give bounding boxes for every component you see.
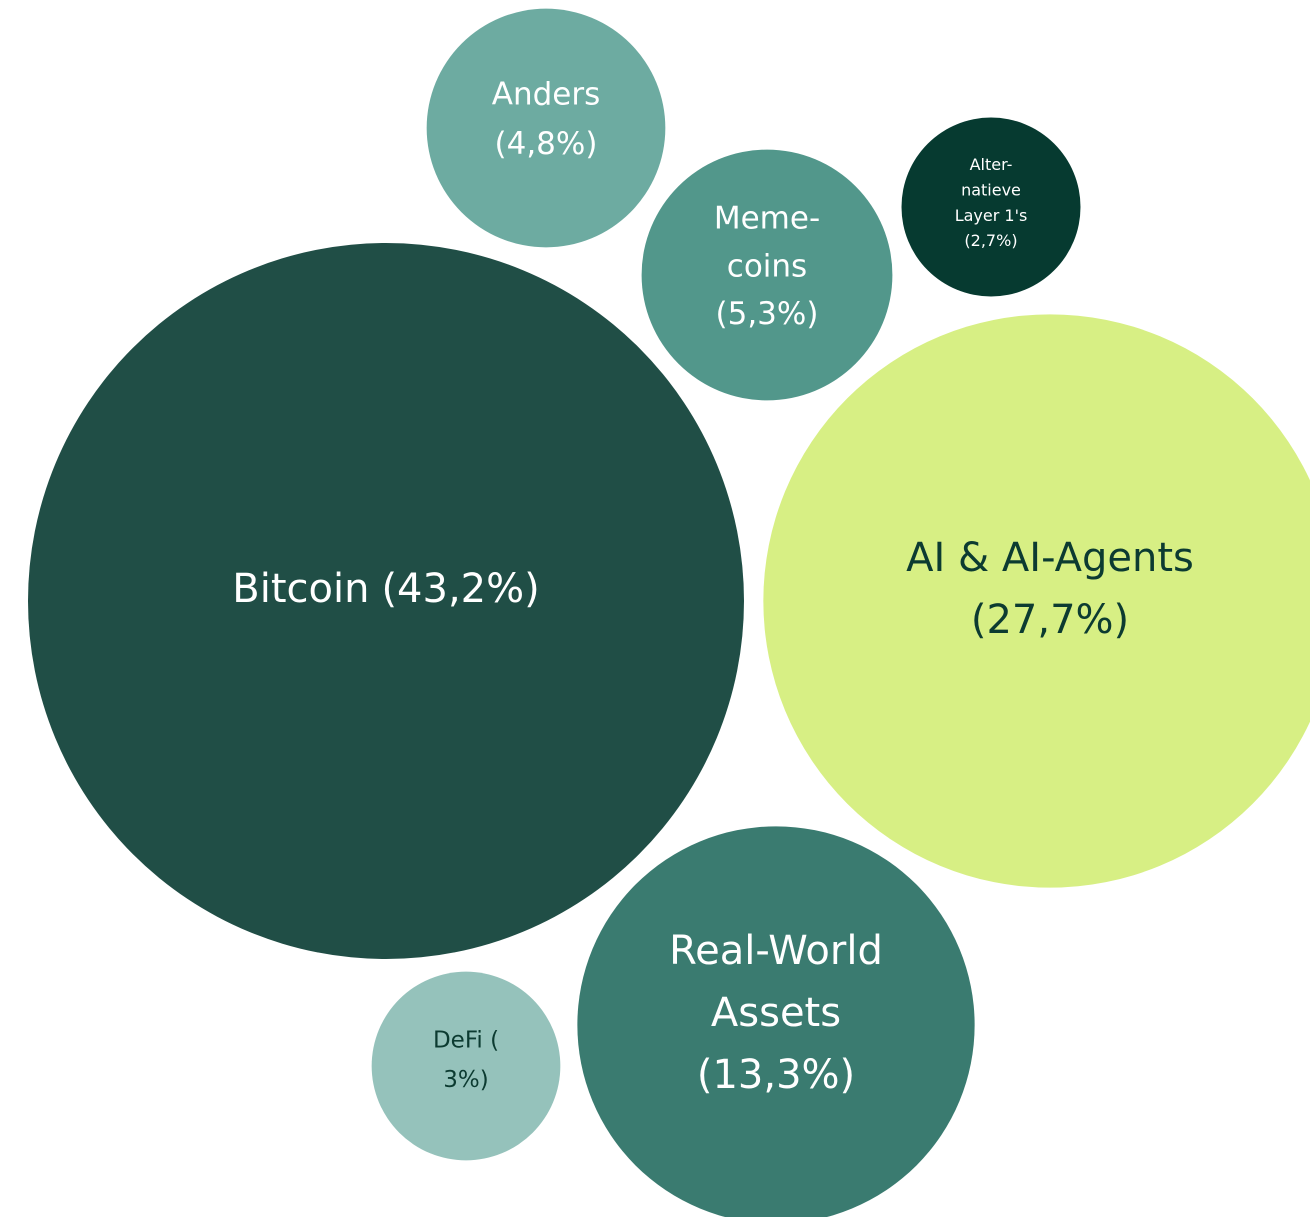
bubble-label: Anders bbox=[492, 76, 601, 112]
value-label: (4,8%) bbox=[495, 126, 598, 162]
bubble-label: Assets bbox=[711, 990, 841, 1036]
bubble-label: AI & AI-Agents bbox=[906, 535, 1194, 581]
bubble bbox=[901, 117, 1081, 297]
bubble-label: Real-World bbox=[669, 928, 883, 974]
value-label: (27,7%) bbox=[971, 597, 1129, 643]
category-label: DeFi ( bbox=[433, 1027, 499, 1053]
bubble bbox=[426, 8, 666, 248]
category-label: Alter- bbox=[970, 154, 1013, 173]
bubble-label: Bitcoin (43,2%) bbox=[232, 566, 539, 612]
category-label: Bitcoin bbox=[232, 566, 369, 612]
category-label: Layer 1's bbox=[955, 205, 1028, 224]
category-label: Anders bbox=[492, 76, 601, 112]
category-label: Meme- bbox=[714, 200, 820, 236]
bubble-label: Layer 1's bbox=[955, 205, 1028, 224]
bubble bbox=[641, 149, 893, 401]
bubble-label: natieve bbox=[961, 180, 1021, 199]
category-label: Assets bbox=[711, 990, 841, 1036]
value-label: (13,3%) bbox=[697, 1052, 855, 1098]
bubble-label: coins bbox=[727, 248, 807, 284]
bubble-label: DeFi ( bbox=[433, 1027, 499, 1053]
bubble bbox=[371, 971, 561, 1161]
value-label: (2,7%) bbox=[964, 231, 1017, 250]
value-label: (43,2%) bbox=[381, 566, 539, 612]
category-label: natieve bbox=[961, 180, 1021, 199]
bubble bbox=[28, 243, 744, 959]
value-label: (5,3%) bbox=[716, 296, 819, 332]
bubble bbox=[577, 826, 975, 1217]
category-label: coins bbox=[727, 248, 807, 284]
value-label: 3%) bbox=[443, 1067, 488, 1093]
category-label: Real-World bbox=[669, 928, 883, 974]
bubble bbox=[763, 314, 1310, 888]
category-label: AI & AI-Agents bbox=[906, 535, 1194, 581]
bubble-label: Alter- bbox=[970, 154, 1013, 173]
bubble-label: Meme- bbox=[714, 200, 820, 236]
